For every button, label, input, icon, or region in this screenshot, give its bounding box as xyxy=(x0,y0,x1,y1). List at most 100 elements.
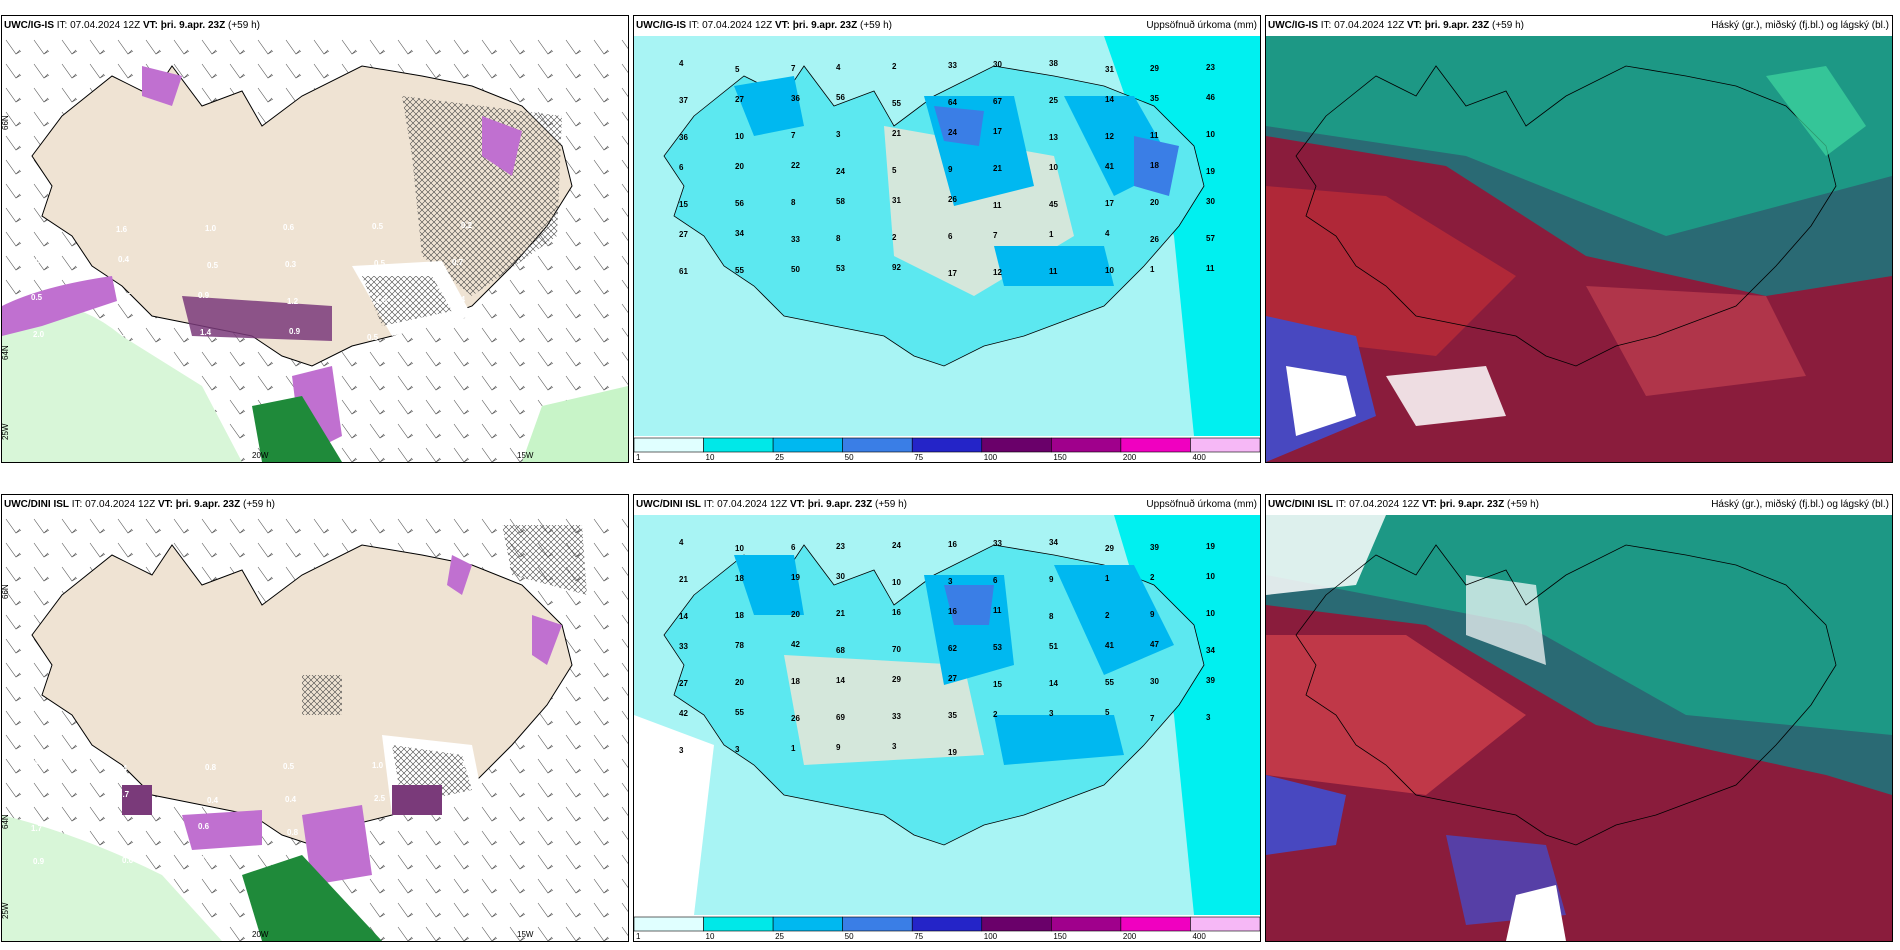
map-value-label: 7 xyxy=(993,231,998,240)
map-value-label: 31 xyxy=(892,196,901,205)
map-value-label: 0.8 xyxy=(205,763,217,772)
colorbar-swatch xyxy=(911,437,983,453)
colorbar-swatch xyxy=(981,916,1052,932)
map-value-label: 46 xyxy=(1206,93,1215,102)
map-value-label: 39 xyxy=(1150,543,1159,552)
map-value-label: 3 xyxy=(735,745,740,754)
map-value-label: 11 xyxy=(1049,267,1058,276)
map-value-label: 6 xyxy=(679,163,684,172)
panel-header: UWC/IG-IS IT: 07.04.2024 12Z VT: þri. 9.… xyxy=(634,16,1260,36)
colorbar-tick: 75 xyxy=(914,453,923,462)
map-value-label: 30 xyxy=(1206,197,1215,206)
map-value-label: 18 xyxy=(1150,161,1159,170)
map-value-label: 1.0 xyxy=(372,761,384,770)
map-value-label: 0.7 xyxy=(376,827,388,836)
snow-wind-map: 66N 64N 25W 20W 15W 0.8 1.6 1.0 0.6 0.5 0.2 0.… xyxy=(2,36,628,462)
map-value-label: 27 xyxy=(679,230,688,239)
panel-cloud-row1: UWC/IG-IS IT: 07.04.2024 12Z VT: þri. 9.… xyxy=(1265,15,1893,463)
map-value-label: 56 xyxy=(836,93,845,102)
map-value-label: 78 xyxy=(735,641,744,650)
map-value-label: 3 xyxy=(892,742,897,751)
map-value-label: 35 xyxy=(948,711,957,720)
colorbar-swatch xyxy=(703,437,774,453)
map-value-label: 10 xyxy=(735,544,744,553)
panel-header: UWC/DINI ISL IT: 07.04.2024 12Z VT: þri.… xyxy=(1266,495,1892,515)
panel-title: Uppsöfnuð úrkoma (mm) xyxy=(1146,499,1257,510)
map-value-label: 12 xyxy=(993,268,1002,277)
map-value-label: 36 xyxy=(791,94,800,103)
snow-depth-values: 0.8 1.6 1.0 0.6 0.5 0.2 0.5 0.4 0.5 0.3 0.5 0.7 0.5 0… xyxy=(27,219,473,342)
cloud-map xyxy=(1266,36,1892,462)
colorbar-swatch xyxy=(1051,437,1122,453)
map-value-label: 61 xyxy=(679,267,688,276)
colorbar-swatch xyxy=(1190,437,1260,453)
map-value-label: 41 xyxy=(1105,641,1114,650)
map-value-label: 41 xyxy=(1105,162,1114,171)
map-value-label: 33 xyxy=(791,235,800,244)
precip-colorbar: 1 10 25 50 75 100 150 200 400 xyxy=(634,915,1260,941)
map-value-label: 1.7 xyxy=(31,824,43,833)
map-value-label: 2 xyxy=(1150,573,1155,582)
map-value-label: 1.7 xyxy=(122,329,134,338)
map-value-label: 4 xyxy=(679,59,684,68)
map-value-label: 1.4 xyxy=(454,295,466,304)
lat-label: 66N xyxy=(2,584,10,599)
map-value-label: 16 xyxy=(948,540,957,549)
map-value-label: 0.3 xyxy=(120,823,132,832)
map-value-label: 7 xyxy=(1150,714,1155,723)
map-value-label: 10 xyxy=(892,578,901,587)
map-value-label: 10 xyxy=(1049,163,1058,172)
colorbar-tick: 1 xyxy=(636,932,641,941)
colorbar-swatch xyxy=(842,916,913,932)
map-value-label: 11 xyxy=(1150,131,1159,140)
map-value-label: 42 xyxy=(679,709,688,718)
map-value-label: 11 xyxy=(993,201,1002,210)
map-value-label: 0.4 xyxy=(118,255,130,264)
map-value-label: 26 xyxy=(791,714,800,723)
colorbar-tick: 10 xyxy=(706,932,715,941)
map-value-label: 25 xyxy=(1049,96,1058,105)
map-value-label: 5 xyxy=(735,65,740,74)
map-value-label: 0.4 xyxy=(27,758,39,767)
colorbar-swatch xyxy=(981,437,1052,453)
colorbar-tick: 25 xyxy=(775,932,784,941)
map-value-label: 13 xyxy=(1049,133,1058,142)
colorbar-tick: 100 xyxy=(984,453,998,462)
map-value-label: 20 xyxy=(791,610,800,619)
map-value-label: 0.5 xyxy=(31,293,43,302)
lat-label: 66N xyxy=(2,115,10,130)
map-value-label: 27 xyxy=(948,674,957,683)
map-value-label: 3 xyxy=(836,130,841,139)
map-value-label: 29 xyxy=(892,675,901,684)
map-value-label: 58 xyxy=(836,197,845,206)
map-value-label: 10 xyxy=(1206,130,1215,139)
map-value-label: 9 xyxy=(1150,610,1155,619)
map-value-label: 0.6 xyxy=(122,856,134,865)
map-value-label: 10 xyxy=(1105,266,1114,275)
map-value-label: 0.5 xyxy=(29,256,41,265)
map-value-label: 20 xyxy=(1150,198,1159,207)
map-value-label: 56 xyxy=(735,199,744,208)
map-value-label: 21 xyxy=(836,609,845,618)
map-value-label: 55 xyxy=(735,708,744,717)
map-value-label: 11 xyxy=(993,606,1002,615)
map-value-label: 0.6 xyxy=(283,223,295,232)
iceland-outline xyxy=(1295,65,1837,367)
map-value-label: 22 xyxy=(791,161,800,170)
colorbar-swatch xyxy=(634,437,704,453)
map-value-label: 6 xyxy=(993,576,998,585)
map-value-label: 5 xyxy=(892,166,897,175)
map-value-label: 57 xyxy=(1206,234,1215,243)
map-value-label: 29 xyxy=(1105,544,1114,553)
map-value-label: 18 xyxy=(735,574,744,583)
map-value-label: 0.9 xyxy=(198,291,210,300)
map-value-label: 42 xyxy=(791,640,800,649)
panel-header: UWC/DINI ISL IT: 07.04.2024 12Z VT: þri.… xyxy=(634,495,1260,515)
panel-cloud-row2: UWC/DINI ISL IT: 07.04.2024 12Z VT: þri.… xyxy=(1265,494,1893,942)
map-value-label: 1.6 xyxy=(116,225,128,234)
lon-label: 25W xyxy=(2,423,10,440)
map-value-label: 3 xyxy=(679,746,684,755)
colorbar-tick: 200 xyxy=(1123,453,1137,462)
map-value-label: 37 xyxy=(679,96,688,105)
colorbar-tick: 25 xyxy=(775,453,784,462)
